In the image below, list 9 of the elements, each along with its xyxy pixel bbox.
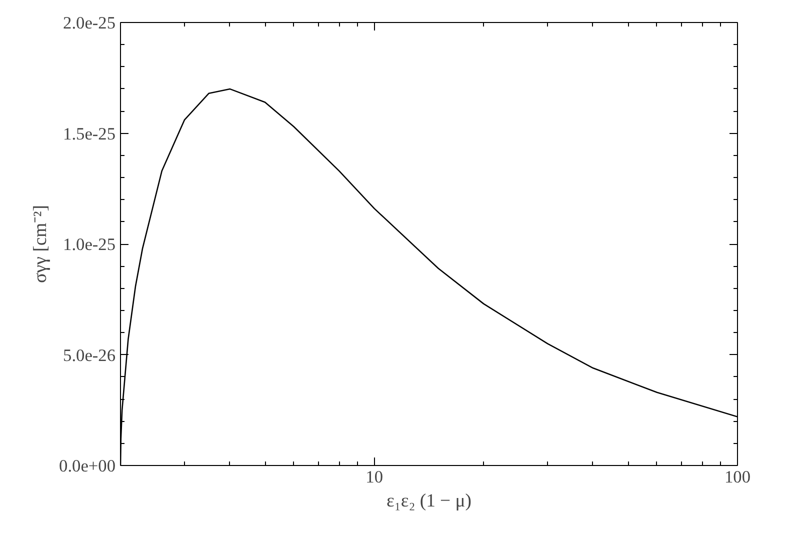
x-tick-label: 10: [366, 468, 384, 486]
y-tick-label: 1.0e-25: [63, 235, 116, 254]
y-axis-title: σγγ [cm⁻²]: [30, 204, 52, 284]
y-tick-label: 0.0e+00: [59, 456, 116, 476]
x-tick-label: 100: [724, 468, 751, 486]
y-tick-label: 2.0e-25: [63, 14, 116, 32]
y-tick-label: 1.5e-25: [63, 124, 116, 144]
x-axis-title: ε₁ε₂ (1 − μ): [386, 490, 472, 512]
y-tick-label: 5.0e-26: [63, 346, 116, 365]
